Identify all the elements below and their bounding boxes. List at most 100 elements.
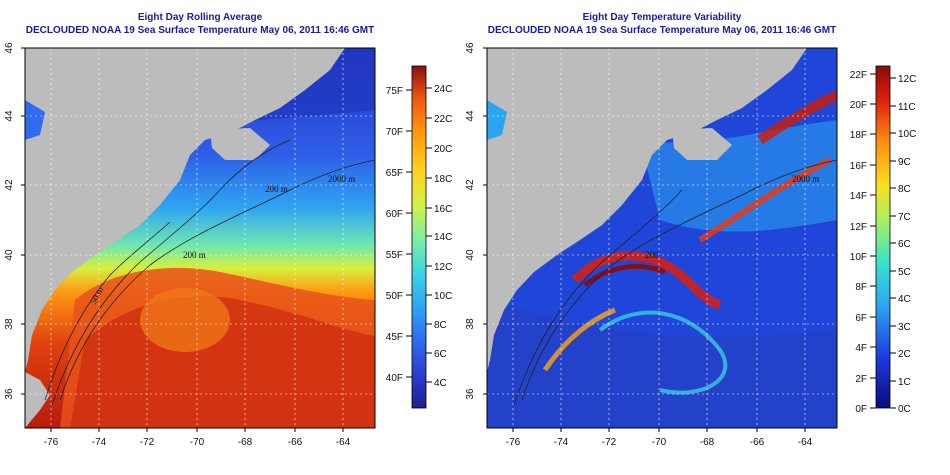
low-variability-zone bbox=[487, 300, 837, 428]
colorbar-f-label: 10F bbox=[850, 252, 867, 263]
left-grid bbox=[25, 48, 375, 428]
left-y-tick: 40 bbox=[4, 249, 15, 261]
right-panel: Eight Day Temperature Variability DECLOU… bbox=[465, 12, 916, 448]
right-x-tick: -76 bbox=[506, 437, 521, 448]
colorbar-f-label: 60F bbox=[386, 209, 403, 220]
left-y-tick: 38 bbox=[4, 318, 15, 330]
colorbar-c-label: 9C bbox=[898, 157, 911, 168]
contour-label-2000m: 2000 m bbox=[792, 174, 819, 184]
colorbar-c-label: 24C bbox=[434, 84, 452, 95]
right-y-tick: 44 bbox=[465, 110, 476, 122]
colorbar-f-label: 8F bbox=[855, 282, 867, 293]
colorbar-c-label: 0C bbox=[898, 404, 911, 415]
left-y-tick: 44 bbox=[4, 110, 15, 122]
left-plot-frame bbox=[24, 47, 376, 429]
left-sst-map bbox=[25, 48, 375, 428]
colorbar-c-label: 12C bbox=[434, 262, 452, 273]
land-mass-northeast bbox=[25, 48, 345, 372]
colorbar-f-label: 50F bbox=[386, 291, 403, 302]
left-x-tick: -64 bbox=[336, 437, 351, 448]
colorbar-f-label: 40F bbox=[386, 373, 403, 384]
colorbar-f-label: 70F bbox=[386, 127, 403, 138]
right-x-tick: -64 bbox=[798, 437, 813, 448]
right-x-tick: -66 bbox=[750, 437, 765, 448]
right-variability-map bbox=[487, 48, 837, 428]
shelf-break-streak bbox=[698, 157, 832, 243]
left-x-axis: -76 -74 -72 -70 -68 -66 -64 bbox=[44, 428, 351, 448]
left-y-tick: 36 bbox=[4, 388, 15, 400]
colorbar-c-label: 14C bbox=[434, 232, 452, 243]
left-panel: Eight Day Rolling Average DECLOUDED NOAA… bbox=[4, 12, 452, 448]
left-y-tick: 46 bbox=[4, 42, 15, 54]
colorbar-c-label: 10C bbox=[434, 291, 452, 302]
colorbar-c-label: 11C bbox=[898, 102, 916, 113]
right-x-axis: -76 -74 -72 -70 -68 -66 -64 bbox=[506, 428, 813, 448]
right-x-tick: -72 bbox=[602, 437, 617, 448]
left-x-tick: -76 bbox=[44, 437, 59, 448]
land-mass-northeast bbox=[487, 48, 807, 372]
colorbar-c-label: 8C bbox=[434, 320, 447, 331]
streak-yellow bbox=[542, 307, 616, 372]
right-title: Eight Day Temperature Variability bbox=[583, 12, 742, 23]
depth-contour-2000m bbox=[59, 159, 375, 401]
right-colorbar-c-labels: 12C 11C 10C 9C 8C 7C 6C 5C 4C 3C 2C 1C 0… bbox=[890, 74, 916, 415]
eddy-ring bbox=[598, 310, 728, 395]
cape-cod-land bbox=[672, 128, 732, 160]
contour-label-200m-b: 200 m bbox=[183, 250, 206, 260]
colorbar-f-label: 4F bbox=[855, 343, 867, 354]
right-subtitle: DECLOUDED NOAA 19 Sea Surface Temperatur… bbox=[488, 25, 836, 36]
right-x-tick: -68 bbox=[700, 437, 715, 448]
bay-of-fundy-water bbox=[487, 100, 507, 140]
depth-contour-2000m bbox=[521, 159, 837, 401]
colorbar-c-label: 4C bbox=[898, 294, 911, 305]
right-x-tick: -74 bbox=[554, 437, 569, 448]
right-plot-frame bbox=[486, 47, 838, 429]
land-mass-chesapeake bbox=[25, 372, 50, 428]
colorbar-c-label: 12C bbox=[898, 74, 916, 85]
colorbar-c-label: 1C bbox=[898, 377, 911, 388]
colorbar-f-label: 55F bbox=[386, 250, 403, 261]
left-x-tick: -66 bbox=[288, 437, 303, 448]
colorbar-c-label: 3C bbox=[898, 322, 911, 333]
colorbar-f-label: 0F bbox=[855, 404, 867, 415]
colorbar-f-label: 6F bbox=[855, 313, 867, 324]
contour-label-200m: 200 bbox=[645, 250, 659, 260]
colorbar-c-label: 6C bbox=[898, 239, 911, 250]
right-y-tick: 38 bbox=[465, 318, 476, 330]
right-grid bbox=[487, 48, 837, 428]
depth-contour-200m bbox=[51, 139, 291, 406]
colorbar-c-label: 4C bbox=[434, 378, 447, 389]
right-y-tick: 40 bbox=[465, 249, 476, 261]
colorbar-f-label: 18F bbox=[850, 130, 867, 141]
colorbar-f-label: 16F bbox=[850, 161, 867, 172]
front-high-variability bbox=[571, 251, 722, 310]
bay-of-fundy-water bbox=[25, 100, 45, 140]
colorbar-c-label: 22C bbox=[434, 114, 452, 125]
colorbar-c-label: 5C bbox=[898, 267, 911, 278]
right-y-tick: 42 bbox=[465, 179, 476, 191]
colorbar-f-label: 14F bbox=[850, 191, 867, 202]
colorbar-c-label: 16C bbox=[434, 204, 452, 215]
right-y-tick: 36 bbox=[465, 388, 476, 400]
left-x-tick: -74 bbox=[92, 437, 107, 448]
left-colorbar-c-labels: 24C 22C 20C 18C 16C 14C 12C 10C 8C 6C 4C bbox=[426, 84, 452, 389]
colorbar-c-label: 10C bbox=[898, 129, 916, 140]
cape-cod-land bbox=[210, 128, 270, 160]
left-y-axis: 36 38 40 42 44 46 bbox=[4, 42, 25, 400]
colorbar-f-label: 65F bbox=[386, 168, 403, 179]
left-x-tick: -72 bbox=[140, 437, 155, 448]
front-core bbox=[583, 263, 666, 287]
northeast-hot-streak bbox=[757, 90, 837, 145]
left-title: Eight Day Rolling Average bbox=[138, 12, 263, 23]
right-x-tick: -70 bbox=[652, 437, 667, 448]
left-y-tick: 42 bbox=[4, 179, 15, 191]
depth-contour-50m bbox=[44, 221, 171, 401]
colorbar-c-label: 20C bbox=[434, 144, 452, 155]
left-x-tick: -70 bbox=[190, 437, 205, 448]
warm-eddy bbox=[140, 288, 230, 352]
colorbar-c-label: 7C bbox=[898, 212, 911, 223]
colorbar-c-label: 8C bbox=[898, 184, 911, 195]
left-colorbar-f-labels: 75F 70F 65F 60F 55F 50F 45F 40F bbox=[386, 86, 412, 384]
right-colorbar bbox=[875, 65, 891, 409]
